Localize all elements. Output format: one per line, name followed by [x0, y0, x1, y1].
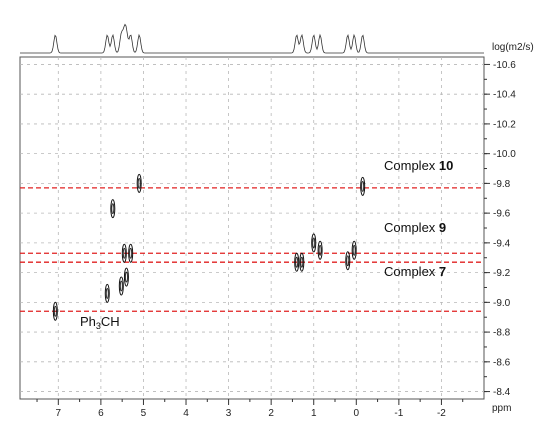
- annotation-complex-9: Complex 9: [384, 220, 446, 235]
- annotation-ph3ch: Ph3CH: [80, 314, 120, 331]
- reference-lines: [20, 187, 484, 312]
- x-axis-unit: ppm: [492, 403, 511, 414]
- cross-peak: [118, 276, 124, 296]
- annotation-complex-10: Complex 10: [384, 158, 453, 173]
- spectrum-line: [20, 23, 484, 54]
- y-tick-label: -10.6: [493, 60, 516, 71]
- x-tick-label: 0: [354, 408, 360, 419]
- cross-peak: [121, 243, 127, 263]
- x-tick-label: 6: [98, 408, 104, 419]
- cross-peak: [104, 283, 110, 303]
- y-tick-label: -9.0: [493, 298, 511, 309]
- cross-peak: [351, 240, 357, 260]
- x-tick-label: 1: [311, 408, 317, 419]
- x-tick-label: 5: [141, 408, 147, 419]
- y-tick-label: -9.6: [493, 209, 511, 220]
- y-tick-label: -10.2: [493, 119, 516, 130]
- y-axis: -10.6 -10.4 -10.2 -10.0 -9.8 -9.6 -9.4 -9.2 -9.0…: [484, 60, 516, 398]
- annotation-complex-7: Complex 7: [384, 264, 446, 279]
- cross-peak: [360, 176, 366, 196]
- x-tick-label: -1: [394, 408, 403, 419]
- y-tick-label: -9.8: [493, 179, 511, 190]
- proton-spectrum-trace: [20, 23, 484, 54]
- cross-peak: [317, 240, 323, 260]
- y-tick-label: -8.8: [493, 328, 511, 339]
- y-tick-label: -9.4: [493, 238, 511, 249]
- x-axis: 7 6 5 4 3 2 1 0 -1 -2: [36, 399, 464, 419]
- y-tick-label: -10.4: [493, 90, 516, 101]
- cross-peak: [345, 251, 351, 271]
- cross-peak: [128, 243, 134, 263]
- y-tick-label: -10.0: [493, 149, 516, 160]
- y-tick-label: -9.2: [493, 268, 511, 279]
- x-tick-label: 3: [226, 408, 232, 419]
- cross-peak: [294, 252, 300, 272]
- cross-peaks: [52, 173, 366, 321]
- grid: [20, 57, 484, 399]
- cross-peak: [123, 267, 129, 287]
- cross-peak: [52, 301, 58, 321]
- cross-peak: [311, 233, 317, 253]
- x-tick-label: 4: [183, 408, 189, 419]
- y-axis-unit: log(m2/s): [492, 42, 534, 53]
- x-tick-label: 7: [56, 408, 62, 419]
- cross-peak: [299, 252, 305, 272]
- y-tick-label: -8.4: [493, 387, 511, 398]
- y-tick-label: -8.6: [493, 357, 511, 368]
- cross-peak: [110, 199, 116, 219]
- x-tick-label: 2: [268, 408, 274, 419]
- cross-peak: [136, 173, 142, 193]
- x-tick-label: -2: [437, 408, 446, 419]
